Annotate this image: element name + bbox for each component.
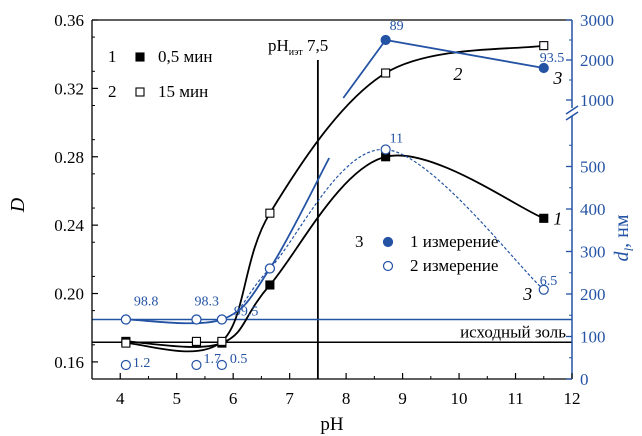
series-1-point: [265, 280, 275, 290]
y-left-tick-label: 0.28: [54, 148, 84, 167]
series-4-point: [216, 314, 227, 325]
isoelectric-point-label: pHиэт 7,5: [268, 36, 328, 58]
series-3-point: [380, 34, 391, 46]
curve-label-2: 2: [453, 64, 462, 84]
series-2-point: [539, 41, 549, 51]
y-right-tick-label: 3000: [580, 11, 614, 30]
legend-2-label: 15 мин: [158, 82, 208, 101]
x-tick-label: 12: [564, 389, 581, 408]
point-label: 11: [390, 132, 403, 147]
y-right-tick-label: 0: [580, 370, 589, 389]
point-label: 1.2: [133, 356, 151, 371]
initial-sol-label: исходный золь: [460, 323, 566, 342]
legend-4-marker: [382, 260, 394, 272]
series-4-point: [216, 359, 227, 371]
x-tick-label: 6: [229, 389, 238, 408]
series-4-point: [380, 144, 391, 155]
series-4-line: [125, 148, 545, 324]
axes-layer: [91, 19, 579, 380]
x-axis-title: pH: [320, 414, 344, 435]
legend-3-number: 3: [355, 232, 364, 251]
x-tick-label: 5: [172, 389, 181, 408]
legend-1-label: 0,5 мин: [158, 47, 212, 66]
y-left-tick-label: 0.16: [54, 353, 84, 372]
legend-1-marker: [135, 52, 145, 62]
series-2-point: [191, 336, 202, 346]
point-label: 99.5: [234, 305, 259, 320]
series-1-point: [539, 213, 549, 223]
series-4-point: [264, 263, 275, 274]
series-2-point: [217, 336, 227, 346]
y-right-tick-label: 500: [580, 158, 606, 177]
x-tick-label: 9: [398, 389, 407, 408]
point-label: 1.7: [203, 352, 221, 367]
series-2-point: [121, 338, 131, 348]
series-2-point: [381, 68, 391, 78]
y-left-tick-label: 0.20: [54, 285, 84, 304]
y-right-tick-label: 200: [580, 285, 606, 304]
point-label: 89: [390, 19, 404, 34]
axis-break-mark: [565, 105, 579, 115]
series-2-line: [125, 44, 544, 353]
series-1-line: [125, 154, 545, 348]
point-label: 98.3: [194, 295, 219, 310]
y-left-tick-label: 0.36: [54, 11, 84, 30]
series-4-point: [120, 314, 131, 325]
legend-4-label: 2 измерение: [410, 256, 498, 275]
y-right-axis-title: dl, нм: [611, 214, 636, 261]
markers-layer: [120, 34, 549, 371]
curve-label-3: 3: [552, 68, 562, 88]
y-left-tick-label: 0.32: [54, 79, 84, 98]
legend-3-marker: [382, 236, 394, 248]
x-tick-label: 4: [116, 389, 125, 408]
point-label: 6.5: [540, 274, 558, 289]
y-right-tick-label: 1000: [580, 91, 614, 110]
x-tick-label: 10: [451, 389, 468, 408]
y-left-tick-label: 0.24: [54, 216, 84, 235]
y-left-axis-title: D: [7, 197, 29, 213]
point-label: 0.5: [230, 352, 248, 367]
series-2-point: [265, 208, 275, 218]
y-right-tick-label: 100: [580, 328, 606, 347]
legend-1-number: 1: [108, 47, 117, 66]
legend-3-label: 1 измерение: [410, 232, 498, 251]
x-tick-label: 8: [342, 389, 351, 408]
lines-layer: [92, 39, 572, 379]
y-right-tick-label: 300: [580, 243, 606, 262]
series-4-point: [120, 359, 131, 371]
legend-2-number: 2: [108, 82, 117, 101]
y-right-tick-label: 400: [580, 200, 606, 219]
series-4-point: [191, 359, 202, 371]
text-layer: 4 5 6 7 8 9 10 11 120.160.200.240.280.320.360100…: [7, 11, 636, 435]
curve-label-3-lower: 3: [522, 284, 532, 304]
series-3-point: [538, 62, 549, 74]
point-label: 93.5: [540, 51, 565, 66]
axis-break-mark: [565, 111, 579, 121]
series-4-point: [191, 314, 202, 325]
point-label: 98.8: [134, 295, 159, 310]
x-tick-label: 11: [507, 389, 523, 408]
legend-2-marker: [135, 87, 145, 97]
series-4-point: [538, 284, 549, 295]
x-tick-label: 7: [285, 389, 294, 408]
y-right-tick-label: 2000: [580, 51, 614, 70]
curve-label-1: 1: [553, 208, 562, 228]
